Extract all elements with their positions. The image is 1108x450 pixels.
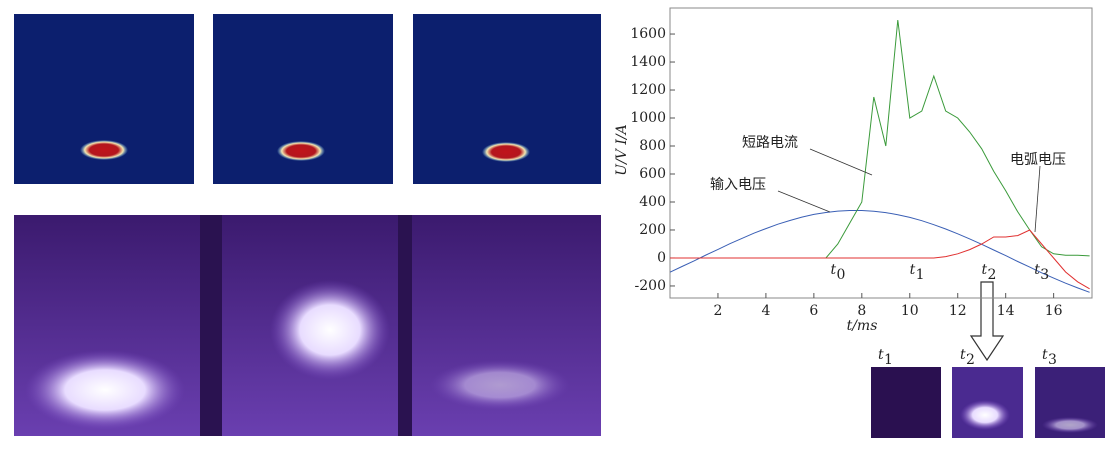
- y-tick-label: 1000: [630, 110, 666, 126]
- thermal-panels: [14, 14, 601, 184]
- series-label: 短路电流: [742, 135, 798, 151]
- time-marker-sub: 0: [836, 267, 845, 283]
- series-line: [670, 229, 1090, 290]
- y-tick-label: 200: [639, 222, 666, 238]
- time-marker-sub: 2: [988, 267, 997, 283]
- y-tick-label: 600: [639, 166, 666, 182]
- thumbnail-label-sub: 2: [966, 352, 975, 368]
- arc-glow: [430, 360, 570, 410]
- time-marker: t: [982, 262, 988, 278]
- photo-divider: [398, 215, 412, 436]
- time-marker-sub: 3: [1040, 267, 1049, 283]
- thumbnail-label: t: [960, 347, 966, 363]
- hot-spot: [482, 142, 530, 162]
- hot-spot: [277, 141, 325, 161]
- series-line: [669, 210, 1090, 293]
- y-tick-label: 0: [657, 250, 666, 266]
- arc-photos: [14, 215, 601, 436]
- plot-frame: [669, 7, 1093, 299]
- x-tick-label: 6: [809, 303, 818, 319]
- x-tick-label: 4: [761, 303, 770, 319]
- y-tick-label: 1600: [630, 26, 666, 42]
- x-tick-label: 10: [901, 303, 919, 319]
- y-tick-label: -200: [635, 278, 666, 294]
- y-tick-label: 1400: [630, 54, 666, 70]
- series-line: [670, 19, 1090, 259]
- leader-line: [809, 148, 873, 176]
- x-tick-label: 2: [713, 303, 722, 319]
- thumbnails: [871, 281, 1105, 438]
- thumbnail-label: t: [878, 347, 884, 363]
- arrow: [969, 281, 1005, 362]
- arc-glow: [25, 350, 185, 430]
- y-tick-label: 1200: [630, 82, 666, 98]
- y-tick-label: 400: [639, 194, 666, 210]
- time-marker: t: [830, 262, 836, 278]
- arc-glow: [960, 400, 1010, 430]
- thumbnail-label: t: [1042, 347, 1048, 363]
- hot-spot: [80, 140, 128, 160]
- arc-glow: [1042, 417, 1098, 433]
- x-tick-label: 8: [857, 303, 866, 319]
- thumbnail-label-sub: 1: [884, 352, 893, 368]
- time-marker-sub: 1: [916, 267, 925, 283]
- x-axis-label: t/ms: [847, 318, 878, 334]
- y-tick-label: 800: [639, 138, 666, 154]
- series-label: 电弧电压: [1010, 152, 1066, 168]
- x-tick-label: 12: [949, 303, 967, 319]
- thumbnail-label-sub: 3: [1048, 352, 1057, 368]
- time-marker: t: [1034, 262, 1040, 278]
- x-tick-label: 16: [1045, 303, 1063, 319]
- leader-line: [777, 190, 831, 213]
- y-axis-label: U/V I/A: [614, 124, 630, 175]
- thumbnail: [871, 367, 941, 438]
- photo-divider: [200, 215, 222, 436]
- arc-glow: [270, 280, 390, 380]
- leader-line: [1034, 165, 1041, 233]
- time-marker: t: [910, 262, 916, 278]
- series-label: 输入电压: [710, 177, 766, 193]
- x-tick-label: 14: [997, 303, 1015, 319]
